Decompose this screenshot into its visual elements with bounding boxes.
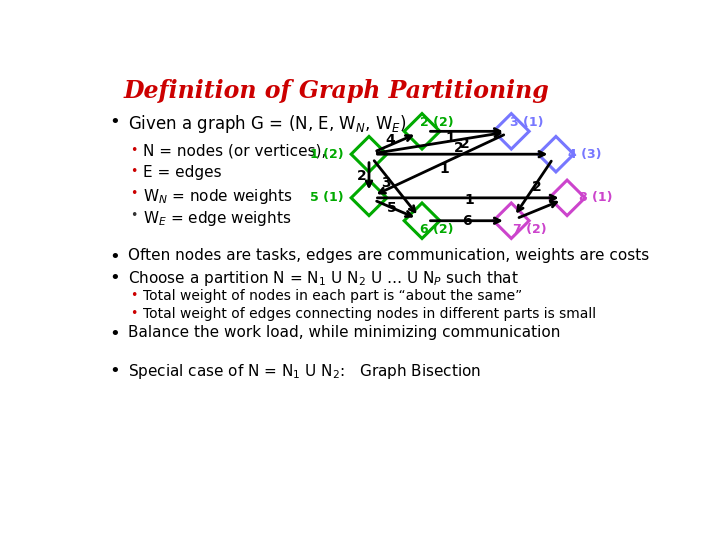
- Text: 1: 1: [464, 193, 474, 207]
- Text: 6: 6: [462, 214, 472, 228]
- Text: Special case of N = N$_1$ U N$_2$:   Graph Bisection: Special case of N = N$_1$ U N$_2$: Graph…: [128, 362, 481, 381]
- Text: Often nodes are tasks, edges are communication, weights are costs: Often nodes are tasks, edges are communi…: [128, 248, 649, 263]
- Text: •: •: [109, 325, 120, 343]
- Text: 1: 1: [439, 162, 449, 176]
- Text: •: •: [130, 187, 138, 200]
- Text: 5: 5: [387, 201, 396, 215]
- Text: 7 (2): 7 (2): [513, 224, 546, 237]
- Text: •: •: [109, 268, 120, 287]
- Text: 3: 3: [381, 176, 390, 190]
- Text: 2: 2: [357, 169, 366, 183]
- Text: •: •: [109, 248, 120, 266]
- Text: Choose a partition N = N$_1$ U N$_2$ U $\ldots$ U N$_P$ such that: Choose a partition N = N$_1$ U N$_2$ U $…: [128, 268, 518, 287]
- Text: W$_E$ = edge weights: W$_E$ = edge weights: [143, 208, 292, 228]
- Text: •: •: [130, 307, 138, 320]
- Text: •: •: [109, 113, 120, 131]
- Text: 8 (1): 8 (1): [580, 191, 613, 204]
- Text: 2: 2: [531, 180, 541, 194]
- Text: 2: 2: [454, 141, 463, 155]
- Text: Given a graph G = (N, E, W$_N$, W$_E$): Given a graph G = (N, E, W$_N$, W$_E$): [128, 113, 407, 134]
- Text: •: •: [130, 208, 138, 221]
- Text: •: •: [109, 362, 120, 380]
- Text: Definition of Graph Partitioning: Definition of Graph Partitioning: [124, 79, 549, 103]
- Text: 1 (2): 1 (2): [310, 148, 344, 161]
- Text: Total weight of edges connecting nodes in different parts is small: Total weight of edges connecting nodes i…: [143, 307, 596, 321]
- Text: N = nodes (or vertices),: N = nodes (or vertices),: [143, 144, 326, 159]
- Text: E = edges: E = edges: [143, 165, 222, 180]
- Text: 1: 1: [445, 131, 455, 145]
- Text: 2 (2): 2 (2): [420, 116, 454, 129]
- Text: •: •: [130, 288, 138, 301]
- Text: Balance the work load, while minimizing communication: Balance the work load, while minimizing …: [128, 325, 560, 340]
- Text: •: •: [130, 165, 138, 178]
- Text: 4: 4: [385, 133, 395, 147]
- Text: Total weight of nodes in each part is “about the same”: Total weight of nodes in each part is “a…: [143, 288, 522, 302]
- Text: 5 (1): 5 (1): [310, 191, 344, 204]
- Text: •: •: [130, 144, 138, 157]
- Text: 3 (1): 3 (1): [510, 116, 543, 129]
- Text: 4 (3): 4 (3): [568, 148, 602, 161]
- Text: 6 (2): 6 (2): [420, 224, 454, 237]
- Text: W$_N$ = node weights: W$_N$ = node weights: [143, 187, 292, 206]
- Text: 2: 2: [460, 137, 470, 151]
